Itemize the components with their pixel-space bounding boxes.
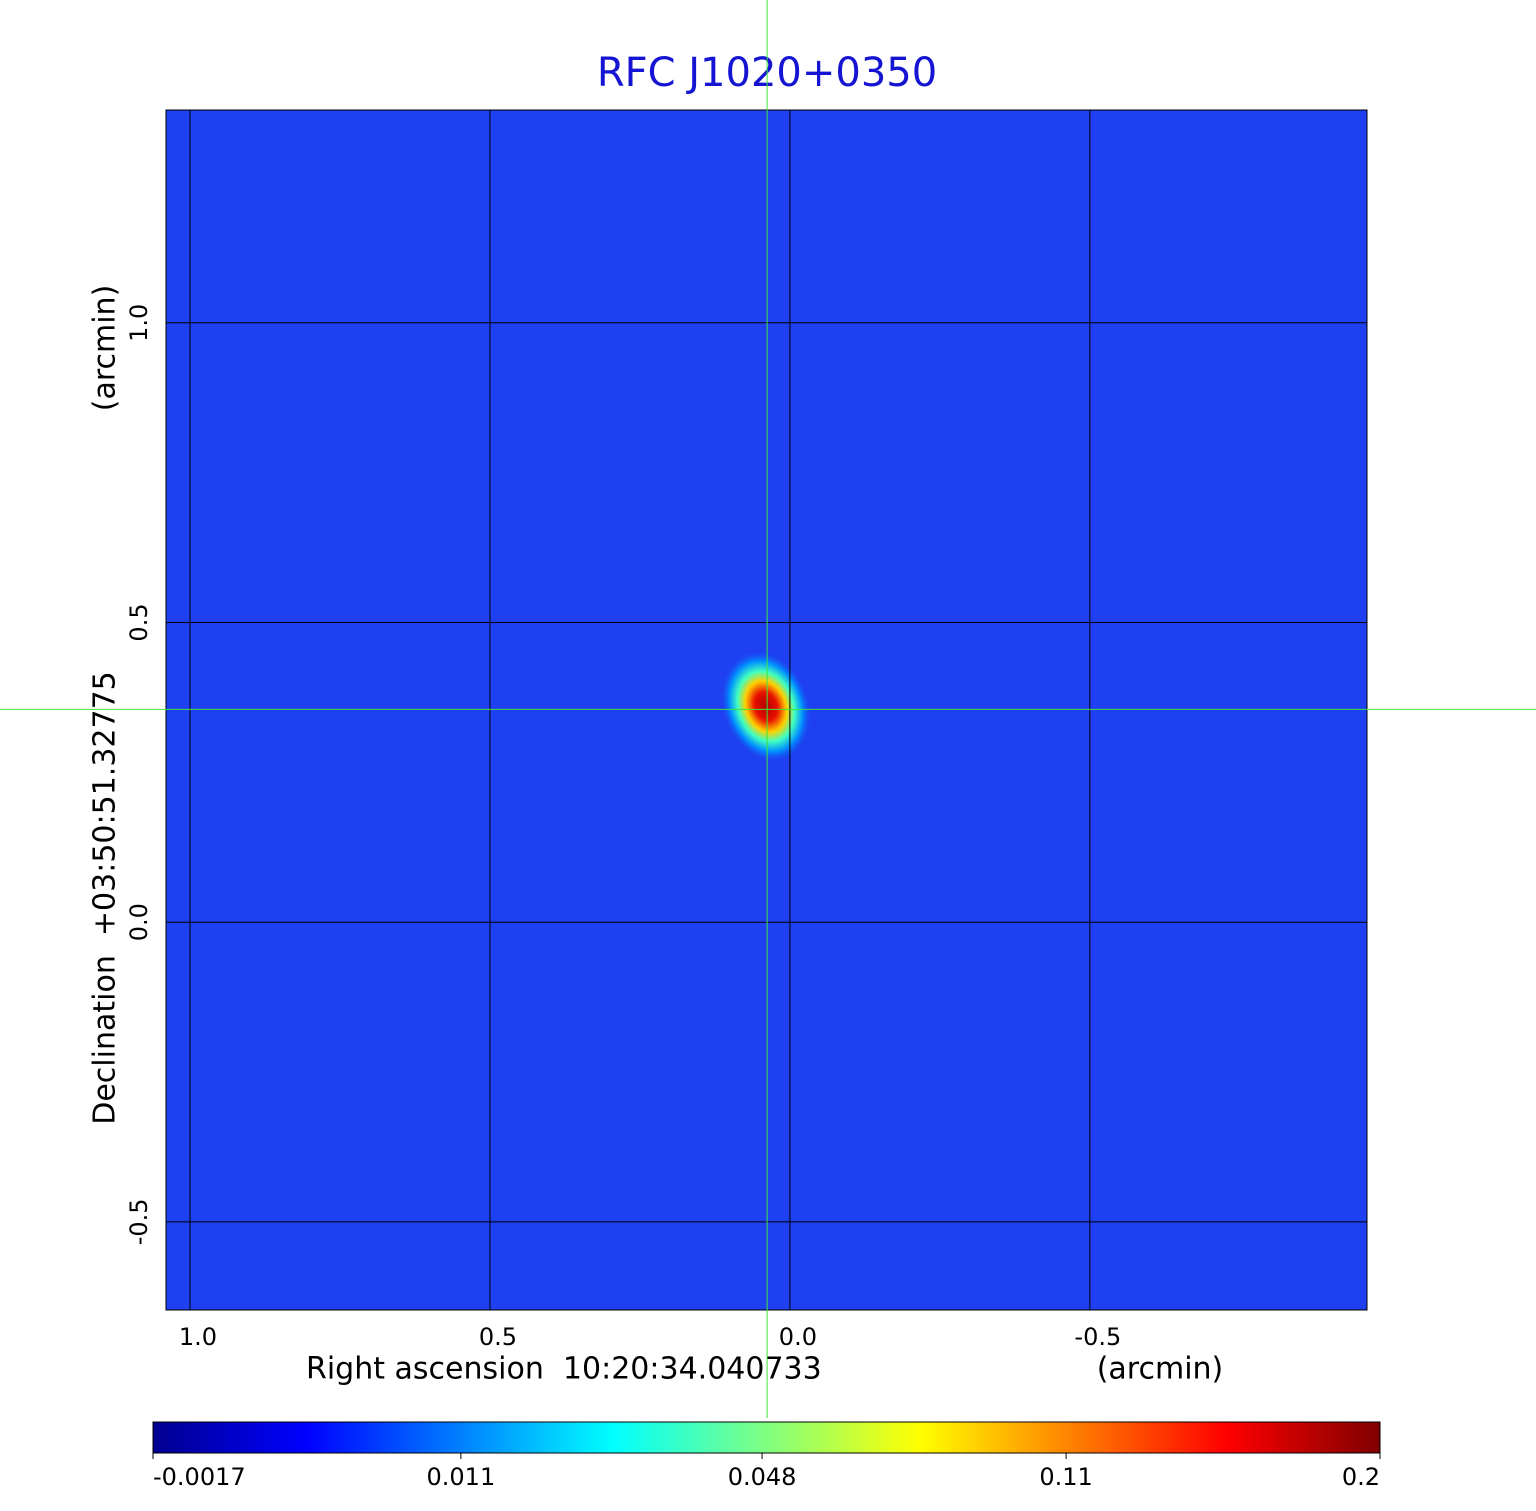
colorbar-tick-label: 0.048: [728, 1463, 797, 1491]
y-axis-label: Declination +03:50:51.32775: [88, 671, 123, 1125]
colorbar-tick-label: 0.11: [1039, 1463, 1092, 1491]
colorbar-tick-label: 0.011: [427, 1463, 496, 1491]
source-peak: [720, 649, 812, 763]
plot-frame: [165, 109, 1368, 1311]
x-tick-label: 0.5: [479, 1323, 517, 1351]
colorbar-tick-label: -0.0017: [153, 1463, 246, 1491]
colorbar-tick-label: 0.2: [1342, 1463, 1380, 1491]
x-axis-label: Right ascension 10:20:34.040733: [306, 1352, 822, 1387]
x-tick-label: -0.5: [1074, 1323, 1121, 1351]
y-tick-label: 0.5: [125, 603, 153, 641]
y-axis-unit: (arcmin): [88, 285, 123, 412]
x-tick-label: 1.0: [179, 1323, 217, 1351]
y-tick-label: 1.0: [125, 304, 153, 342]
x-axis-unit: (arcmin): [1097, 1352, 1224, 1387]
colorbar: [152, 1421, 1381, 1454]
y-tick-label: -0.5: [125, 1198, 153, 1245]
x-tick-label: 0.0: [779, 1323, 817, 1351]
y-tick-label: 0.0: [125, 903, 153, 941]
